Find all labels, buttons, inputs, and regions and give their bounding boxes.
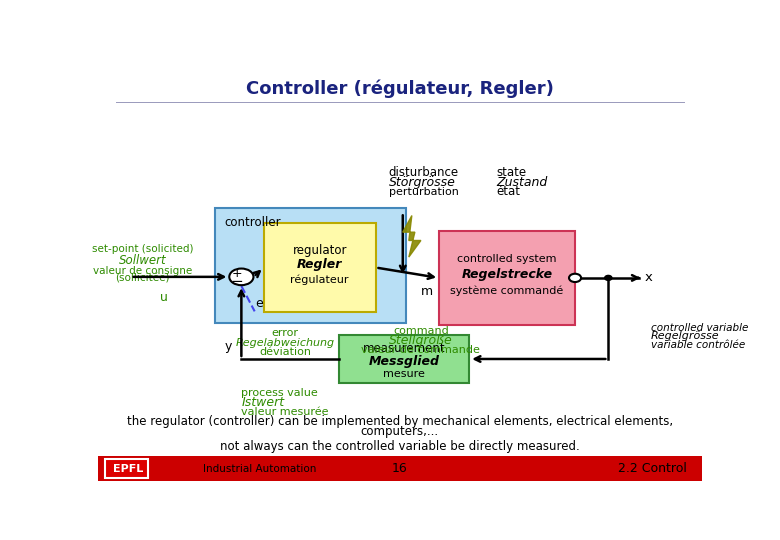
- Text: +: +: [232, 267, 243, 280]
- Text: état: état: [497, 185, 520, 198]
- Text: set-point (solicited): set-point (solicited): [92, 245, 193, 254]
- Text: regulator: regulator: [292, 244, 347, 256]
- Text: Zustand: Zustand: [497, 176, 548, 188]
- Text: 2.2 Control: 2.2 Control: [618, 462, 687, 475]
- Text: Stellgröße: Stellgröße: [389, 334, 452, 347]
- Text: Messglied: Messglied: [369, 355, 440, 368]
- Text: 16: 16: [392, 462, 408, 475]
- Text: déviation: déviation: [259, 347, 311, 357]
- Text: (sollicitée): (sollicitée): [115, 274, 170, 284]
- Text: state: state: [497, 166, 526, 179]
- Bar: [105, 459, 148, 478]
- Text: valeur de consigne: valeur de consigne: [94, 266, 193, 275]
- Circle shape: [229, 268, 254, 285]
- Text: régulateur: régulateur: [290, 275, 349, 285]
- Bar: [339, 335, 470, 383]
- Bar: [98, 456, 702, 481]
- Text: Regelabweichung: Regelabweichung: [236, 338, 335, 348]
- Text: error: error: [271, 328, 299, 338]
- Text: −: −: [231, 274, 243, 289]
- Text: disturbance: disturbance: [389, 166, 459, 179]
- Text: the regulator (controller) can be implemented by mechanical elements, electrical: the regulator (controller) can be implem…: [126, 415, 673, 428]
- Text: Regelgrösse: Regelgrösse: [651, 332, 719, 341]
- Text: Sollwert: Sollwert: [119, 254, 167, 267]
- Circle shape: [569, 274, 581, 282]
- Text: controller: controller: [225, 216, 281, 229]
- Text: Controller (régulateur, Regler): Controller (régulateur, Regler): [246, 80, 554, 98]
- Text: e: e: [256, 298, 264, 310]
- Text: controlled variable: controlled variable: [651, 322, 748, 333]
- Text: x: x: [644, 272, 652, 285]
- Text: valeur mesurée: valeur mesurée: [241, 407, 329, 416]
- Text: valeur de commande: valeur de commande: [361, 345, 480, 355]
- Polygon shape: [402, 215, 421, 257]
- Text: Regelstrecke: Regelstrecke: [462, 268, 552, 281]
- Bar: [264, 223, 376, 312]
- Text: perturbation: perturbation: [389, 187, 459, 197]
- Text: EPFL: EPFL: [112, 463, 143, 474]
- Text: Regler: Regler: [297, 258, 342, 271]
- Text: Industrial Automation: Industrial Automation: [204, 463, 317, 474]
- Text: Istwert: Istwert: [241, 396, 285, 409]
- Text: not always can the controlled variable be directly measured.: not always can the controlled variable b…: [220, 440, 580, 453]
- Text: controlled system: controlled system: [457, 254, 557, 264]
- Text: mesure: mesure: [383, 368, 425, 379]
- Text: command: command: [393, 326, 448, 336]
- Text: y: y: [225, 340, 232, 353]
- Text: u: u: [160, 291, 168, 304]
- Text: measurement: measurement: [363, 342, 445, 355]
- Text: variable contrôlée: variable contrôlée: [651, 340, 745, 350]
- Text: process value: process value: [241, 388, 318, 399]
- Text: système commandé: système commandé: [450, 285, 564, 295]
- Bar: [439, 231, 575, 325]
- Text: Störgrösse: Störgrösse: [389, 176, 456, 188]
- Text: computers,...: computers,...: [360, 425, 439, 438]
- Circle shape: [604, 275, 612, 280]
- Bar: [215, 208, 406, 322]
- Text: m: m: [421, 285, 433, 298]
